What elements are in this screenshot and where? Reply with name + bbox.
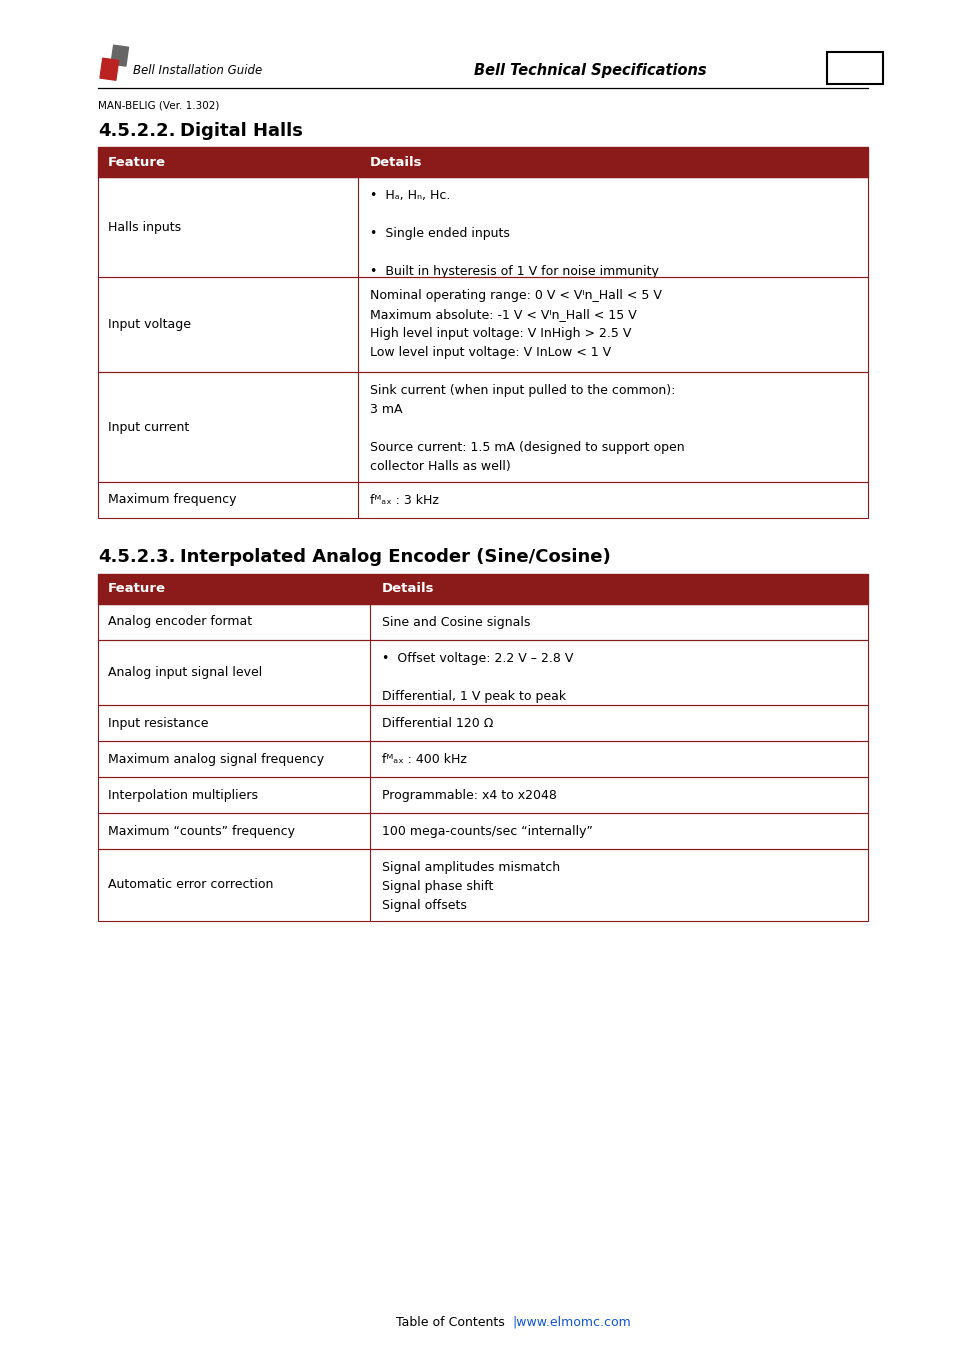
Text: fᴹₐₓ : 400 kHz: fᴹₐₓ : 400 kHz [381,753,466,765]
Text: Source current: 1.5 mA (designed to support open: Source current: 1.5 mA (designed to supp… [370,441,684,454]
Text: Differential 120 Ω: Differential 120 Ω [381,717,493,730]
Bar [98,778,867,813]
Bar [98,373,867,482]
Text: Signal amplitudes mismatch: Signal amplitudes mismatch [381,861,559,873]
Text: Maximum absolute: -1 V < Vᴵn_Hall < 15 V: Maximum absolute: -1 V < Vᴵn_Hall < 15 V [370,308,636,321]
Text: Digital Halls: Digital Halls [180,122,302,140]
Bar [98,813,867,849]
Text: 4.5.2.3.: 4.5.2.3. [98,548,175,566]
Text: fᴹₐₓ : 3 kHz: fᴹₐₓ : 3 kHz [370,494,438,508]
Text: Analog input signal level: Analog input signal level [108,666,262,679]
Bar [98,482,867,518]
Text: Differential, 1 V peak to peak: Differential, 1 V peak to peak [381,690,565,703]
Text: •  Single ended inputs: • Single ended inputs [370,227,509,240]
Bar [98,849,867,921]
Text: Bell Technical Specifications: Bell Technical Specifications [474,62,705,77]
Bar [98,177,867,277]
Text: Sine and Cosine signals: Sine and Cosine signals [381,616,530,629]
Bar [98,705,867,741]
Bar [98,741,867,778]
Text: Programmable: x4 to x2048: Programmable: x4 to x2048 [381,788,557,802]
Text: Details: Details [370,155,422,169]
Text: Maximum frequency: Maximum frequency [108,494,236,506]
Text: MAN-BELIG (Ver. 1.302): MAN-BELIG (Ver. 1.302) [98,100,219,109]
Text: Input current: Input current [108,420,189,433]
Bar [98,177,867,277]
Bar [98,603,867,640]
Text: Analog encoder format: Analog encoder format [108,616,252,629]
Text: Automatic error correction: Automatic error correction [108,879,274,891]
Text: Low level input voltage: V InLow < 1 V: Low level input voltage: V InLow < 1 V [370,346,611,359]
Text: 100 mega-counts/sec “internally”: 100 mega-counts/sec “internally” [381,825,592,838]
Text: Halls inputs: Halls inputs [108,220,181,234]
Text: High level input voltage: V InHigh > 2.5 V: High level input voltage: V InHigh > 2.5… [370,327,631,340]
Bar [98,147,867,177]
Text: 51: 51 [841,59,866,77]
Text: 3 mA: 3 mA [370,404,402,416]
Text: Table of Contents: Table of Contents [395,1315,504,1328]
Text: Maximum “counts” frequency: Maximum “counts” frequency [108,825,294,837]
Text: Input resistance: Input resistance [108,717,209,729]
Text: •  Built in hysteresis of 1 V for noise immunity: • Built in hysteresis of 1 V for noise i… [370,265,659,278]
Text: Feature: Feature [108,582,166,595]
Bar [98,277,867,373]
Bar [98,813,867,849]
Bar [98,574,867,603]
Text: |www.elmomc.com: |www.elmomc.com [512,1315,630,1328]
Bar [98,640,867,705]
Text: Signal phase shift: Signal phase shift [381,880,493,892]
Text: Input voltage: Input voltage [108,319,191,331]
Bar [98,778,867,813]
Bar [100,58,118,80]
Bar [111,45,129,66]
Text: Signal offsets: Signal offsets [381,899,466,913]
Text: Details: Details [381,582,434,595]
Bar [98,603,867,640]
Text: Sink current (when input pulled to the common):: Sink current (when input pulled to the c… [370,383,675,397]
Text: Nominal operating range: 0 V < Vᴵn_Hall < 5 V: Nominal operating range: 0 V < Vᴵn_Hall … [370,289,661,302]
Text: •  Offset voltage: 2.2 V – 2.8 V: • Offset voltage: 2.2 V – 2.8 V [381,652,573,666]
Bar [98,741,867,778]
Text: collector Halls as well): collector Halls as well) [370,460,510,472]
Text: Bell Installation Guide: Bell Installation Guide [132,63,262,77]
Bar [98,277,867,373]
Bar [98,640,867,705]
Text: •  Hₐ, Hₙ, Hᴄ.: • Hₐ, Hₙ, Hᴄ. [370,189,450,202]
Bar [98,705,867,741]
Bar [98,482,867,518]
Text: Interpolated Analog Encoder (Sine/Cosine): Interpolated Analog Encoder (Sine/Cosine… [180,548,610,566]
Bar [826,53,882,84]
Text: 4.5.2.2.: 4.5.2.2. [98,122,175,140]
Bar [98,373,867,482]
Text: Interpolation multipliers: Interpolation multipliers [108,788,257,802]
Bar [98,849,867,921]
Text: Maximum analog signal frequency: Maximum analog signal frequency [108,752,324,765]
Text: Feature: Feature [108,155,166,169]
